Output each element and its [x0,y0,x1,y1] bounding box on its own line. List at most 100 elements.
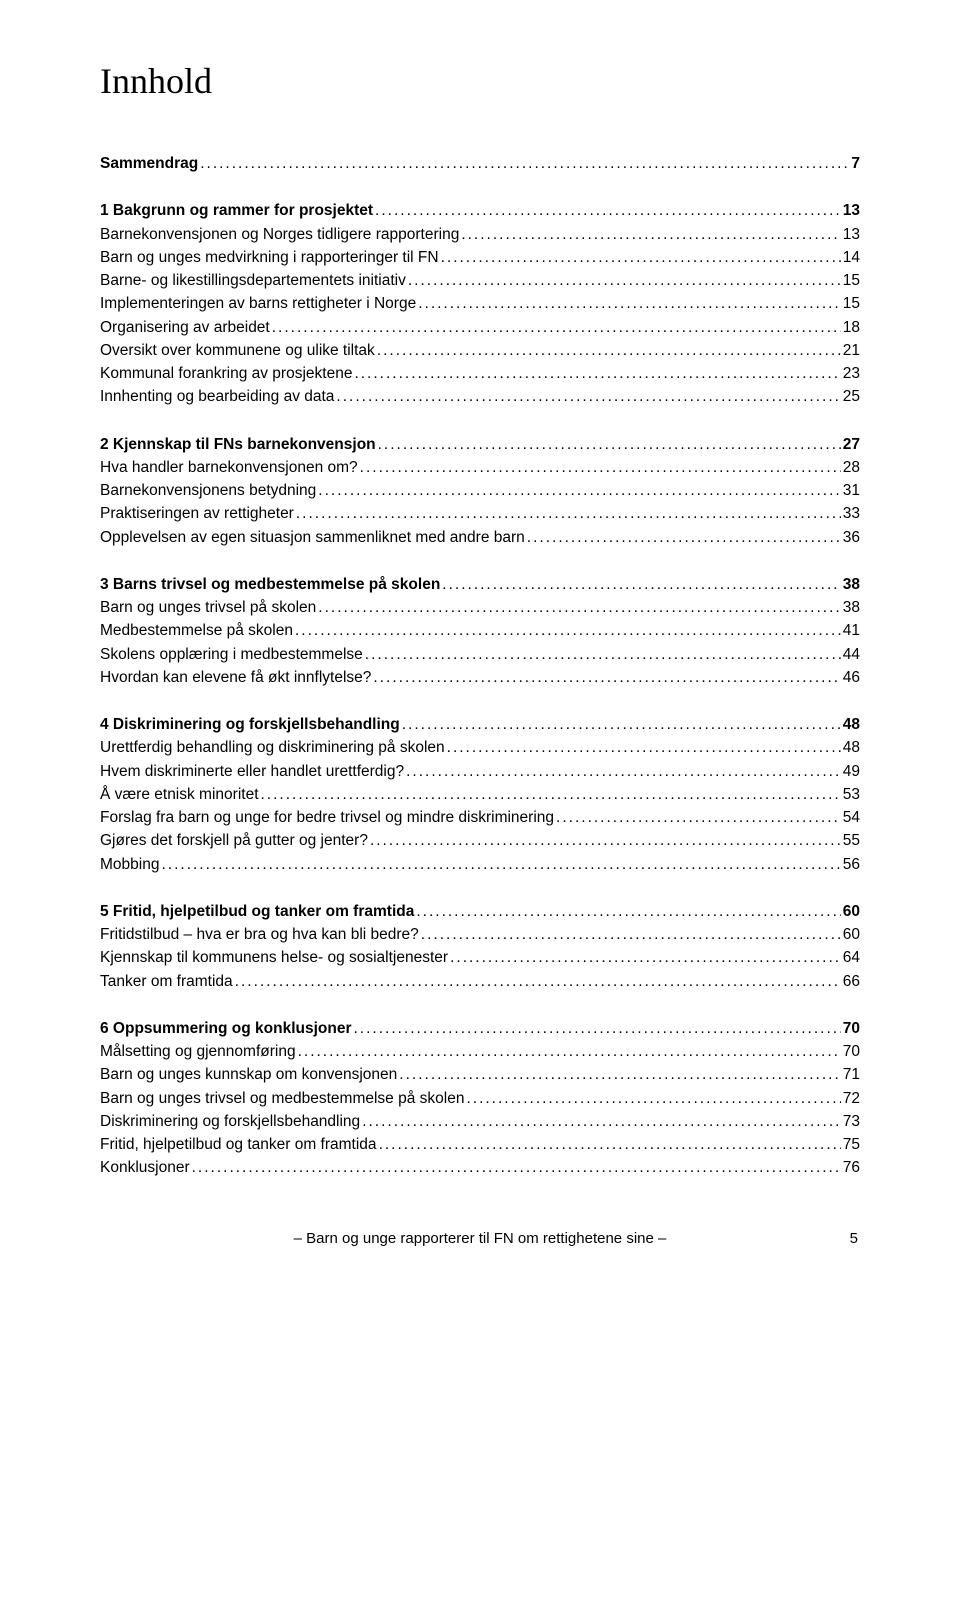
toc-leader-dots [378,433,841,456]
toc-entry-page: 64 [843,946,860,969]
toc-section: 3 Barns trivsel og medbestemmelse på sko… [100,573,860,689]
toc-section: 1 Bakgrunn og rammer for prosjektet 13Ba… [100,199,860,408]
toc-entry-label: 3 Barns trivsel og medbestemmelse på sko… [100,573,440,596]
toc-entry-label: Innhenting og bearbeiding av data [100,385,334,408]
toc-entry-page: 15 [843,269,860,292]
toc-leader-dots [370,829,841,852]
toc-entry-label: Sammendrag [100,152,198,175]
toc-entry: Implementeringen av barns rettigheter i … [100,292,860,315]
toc-leader-dots [406,760,841,783]
toc-entry: Fritidstilbud – hva er bra og hva kan bl… [100,923,860,946]
toc-leader-dots [272,316,841,339]
toc-entry: 2 Kjennskap til FNs barnekonvensjon 27 [100,433,860,456]
toc-leader-dots [161,853,840,876]
toc-entry-label: 1 Bakgrunn og rammer for prosjektet [100,199,373,222]
toc-entry-page: 23 [843,362,860,385]
toc-entry-label: Forslag fra barn og unge for bedre trivs… [100,806,554,829]
toc-entry: Hvordan kan elevene få økt innflytelse? … [100,666,860,689]
toc-entry-label: Oversikt over kommunene og ulike tiltak [100,339,375,362]
toc-leader-dots [450,946,841,969]
toc-leader-dots [296,502,841,525]
toc-entry: 5 Fritid, hjelpetilbud og tanker om fram… [100,900,860,923]
toc-leader-dots [399,1063,840,1086]
toc-leader-dots [200,152,849,175]
toc-section: 2 Kjennskap til FNs barnekonvensjon 27Hv… [100,433,860,549]
toc-entry: Kommunal forankring av prosjektene 23 [100,362,860,385]
toc-section: 4 Diskriminering og forskjellsbehandling… [100,713,860,876]
toc-leader-dots [461,223,840,246]
toc-entry: Barn og unges trivsel på skolen 38 [100,596,860,619]
toc-entry-page: 41 [843,619,860,642]
footer-page-number: 5 [828,1230,858,1247]
toc-entry-label: Hvordan kan elevene få økt innflytelse? [100,666,371,689]
toc-entry-page: 48 [843,736,860,759]
toc-entry-label: Fritid, hjelpetilbud og tanker om framti… [100,1133,377,1156]
toc-leader-dots [298,1040,841,1063]
toc-leader-dots [362,1110,841,1133]
toc-entry-page: 48 [843,713,860,736]
toc-entry: Diskriminering og forskjellsbehandling 7… [100,1110,860,1133]
toc-entry: Hvem diskriminerte eller handlet urettfe… [100,760,860,783]
toc-entry: Konklusjoner 76 [100,1156,860,1179]
toc-entry-label: Barne- og likestillingsdepartementets in… [100,269,406,292]
toc-entry-page: 38 [843,573,860,596]
toc-leader-dots [192,1156,841,1179]
toc-entry-label: Praktiseringen av rettigheter [100,502,294,525]
toc-entry: Mobbing 56 [100,853,860,876]
toc-entry-label: Hva handler barnekonvensjonen om? [100,456,358,479]
toc-entry: Fritid, hjelpetilbud og tanker om framti… [100,1133,860,1156]
toc-entry: 1 Bakgrunn og rammer for prosjektet 13 [100,199,860,222]
toc-entry: Hva handler barnekonvensjonen om? 28 [100,456,860,479]
toc-leader-dots [402,713,841,736]
toc-entry: 3 Barns trivsel og medbestemmelse på sko… [100,573,860,596]
toc-entry-label: Implementeringen av barns rettigheter i … [100,292,416,315]
toc-entry-label: Diskriminering og forskjellsbehandling [100,1110,360,1133]
toc-entry: Kjennskap til kommunens helse- og sosial… [100,946,860,969]
toc-entry: Oversikt over kommunene og ulike tiltak … [100,339,860,362]
toc-entry-page: 55 [843,829,860,852]
toc-entry-page: 13 [843,223,860,246]
toc-entry-page: 75 [843,1133,860,1156]
toc-entry: Medbestemmelse på skolen 41 [100,619,860,642]
toc-entry: Forslag fra barn og unge for bedre trivs… [100,806,860,829]
toc-leader-dots [360,456,841,479]
toc-entry-page: 15 [843,292,860,315]
toc-section: Sammendrag 7 [100,152,860,175]
toc-entry-label: 5 Fritid, hjelpetilbud og tanker om fram… [100,900,414,923]
toc-entry-page: 76 [843,1156,860,1179]
toc-leader-dots [375,199,841,222]
toc-entry-label: Å være etnisk minoritet [100,783,259,806]
toc-entry: Barn og unges medvirkning i rapportering… [100,246,860,269]
toc-leader-dots [441,246,841,269]
toc-entry-label: 2 Kjennskap til FNs barnekonvensjon [100,433,376,456]
toc-section: 6 Oppsummering og konklusjoner 70Målsett… [100,1017,860,1180]
footer-spacer [102,1230,132,1247]
toc-entry: Gjøres det forskjell på gutter og jenter… [100,829,860,852]
toc-entry-page: 13 [843,199,860,222]
toc-leader-dots [336,385,840,408]
toc-entry-label: Barn og unges trivsel på skolen [100,596,316,619]
toc-leader-dots [447,736,841,759]
toc-entry: 6 Oppsummering og konklusjoner 70 [100,1017,860,1040]
toc-entry-page: 28 [843,456,860,479]
toc-entry: Målsetting og gjennomføring 70 [100,1040,860,1063]
toc-leader-dots [354,362,840,385]
toc-leader-dots [318,479,840,502]
toc-leader-dots [318,596,840,619]
toc-entry: Sammendrag 7 [100,152,860,175]
toc-entry: Barn og unges trivsel og medbestemmelse … [100,1087,860,1110]
toc-entry-page: 18 [843,316,860,339]
toc-entry: Barnekonvensjonen og Norges tidligere ra… [100,223,860,246]
toc-entry-label: Mobbing [100,853,159,876]
toc-entry: Skolens opplæring i medbestemmelse 44 [100,643,860,666]
toc-entry-label: Opplevelsen av egen situasjon sammenlikn… [100,526,525,549]
toc-entry-label: Organisering av arbeidet [100,316,270,339]
toc-entry-page: 70 [843,1040,860,1063]
toc-entry-label: Konklusjoner [100,1156,190,1179]
toc-entry-page: 60 [843,900,860,923]
toc-leader-dots [377,339,841,362]
toc-entry-page: 44 [843,643,860,666]
toc-entry-label: Barnekonvensjonens betydning [100,479,316,502]
toc-section: 5 Fritid, hjelpetilbud og tanker om fram… [100,900,860,993]
toc-entry-label: 4 Diskriminering og forskjellsbehandling [100,713,400,736]
